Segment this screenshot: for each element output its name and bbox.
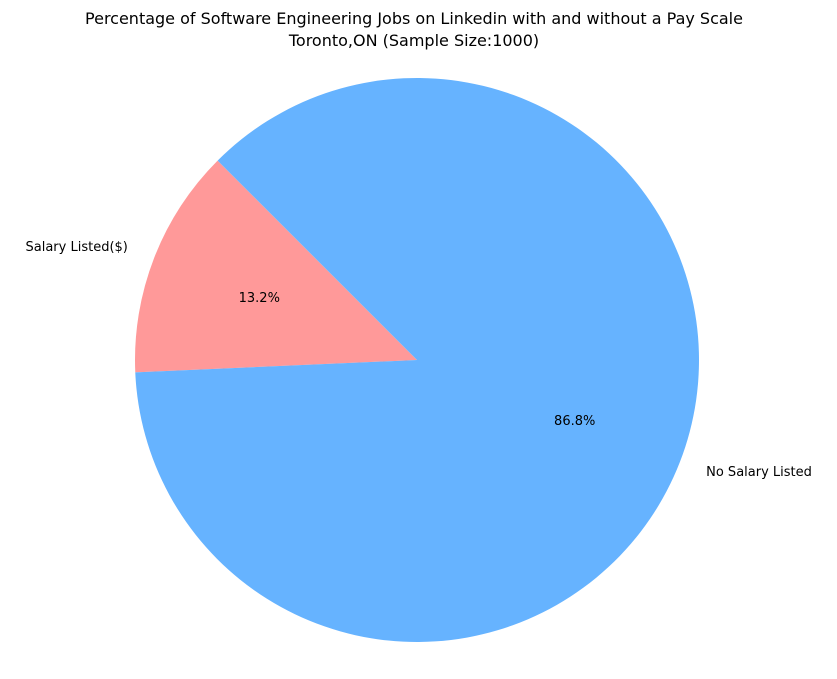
percent-label-no-salary-listed: 86.8% bbox=[554, 414, 595, 429]
pie-slices bbox=[135, 78, 699, 642]
pie-labels: Salary Listed($) 13.2% No Salary Listed 86.… bbox=[26, 240, 812, 480]
slice-label-no-salary-listed: No Salary Listed bbox=[706, 465, 812, 480]
percent-label-salary-listed: 13.2% bbox=[239, 291, 280, 306]
chart-title: Percentage of Software Engineering Jobs … bbox=[85, 9, 743, 28]
slice-label-salary-listed: Salary Listed($) bbox=[26, 240, 128, 255]
chart-subtitle: Toronto,ON (Sample Size:1000) bbox=[288, 31, 539, 50]
pie-slice-salary-listed bbox=[135, 160, 417, 373]
pie-slice-no-salary-listed bbox=[135, 78, 699, 642]
